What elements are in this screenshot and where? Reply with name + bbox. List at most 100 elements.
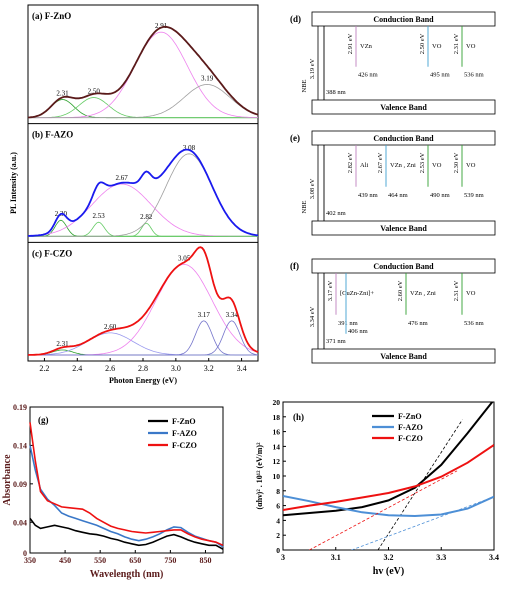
- tauc-legend-label: F-ZnO: [398, 412, 422, 421]
- transition-energy-label: 2.50 eV: [419, 33, 426, 54]
- tauc-y-tick-label: 14: [273, 442, 281, 451]
- transition-energy-label: 2.82 eV: [347, 152, 354, 173]
- nbe-label: NBE: [301, 200, 308, 213]
- tauc-y-tick-label: 6: [276, 502, 280, 511]
- pl-sum-curve: [27, 148, 259, 237]
- valence-band-label: Valence Band: [380, 103, 427, 112]
- absorbance-chart: 0 0.04 0.09 0.14 0.19 350 450 550 650 750 850 (g) F-…: [2, 403, 224, 580]
- tauc-y-tick-label: 18: [273, 413, 281, 422]
- pl-peak-label: 2.53: [93, 212, 106, 220]
- valence-band-label: Valence Band: [380, 352, 427, 361]
- pl-spectra-chart: 2.31 2.50 2.91 3.19 (a) F-ZnO 2.30 2.532.672.8…: [9, 4, 259, 385]
- diagram-label: (f): [290, 261, 299, 271]
- wavelength-label: 495 nm: [430, 72, 450, 79]
- abs-y-tick-label: 0.14: [13, 441, 27, 450]
- defect-label: VZn , Zni: [390, 162, 416, 169]
- tauc-x-tick-label: 3: [281, 553, 285, 562]
- tauc-y-axis-label: (αhν)² . 10¹² (eV/m)²: [255, 442, 264, 510]
- pl-x-tick-label: 2.6: [105, 364, 115, 373]
- wavelength-label: 439 nm: [358, 192, 378, 199]
- wavelength-label: 426 nm: [358, 72, 378, 79]
- defect-label: VO: [466, 290, 476, 297]
- tauc-plot-chart: 0 2 4 6 8 10 12 14 16 18 20 3 3.1 3.2 3.3 3.4 (h) F-ZnO F-…: [255, 398, 499, 577]
- pl-peak-label: 3.08: [183, 144, 196, 152]
- abs-x-axis-label: Wavelength (nm): [90, 569, 164, 580]
- conduction-band-box: [311, 130, 496, 146]
- pl-x-tick-label: 3.0: [171, 364, 181, 373]
- tauc-x-tick-label: 3.1: [331, 553, 341, 562]
- tauc-legend-label: F-AZO: [398, 423, 423, 432]
- transition-energy-label: 2.91 eV: [347, 33, 354, 54]
- abs-series-line: [29, 445, 224, 548]
- valence-band-box: [311, 348, 496, 364]
- pl-peak-label: 2.91: [155, 22, 168, 30]
- abs-x-tick-label: 550: [94, 556, 106, 565]
- pl-peak-curve: [28, 332, 258, 356]
- tauc-y-tick-label: 12: [273, 457, 281, 466]
- wavelength-label: 490 nm: [430, 192, 450, 199]
- pl-peak-curve: [28, 31, 259, 119]
- wavelength-label: 464 nm: [388, 192, 408, 199]
- abs-series-line: [29, 422, 224, 547]
- tauc-y-tick-label: 16: [273, 428, 281, 437]
- pl-panel-label: (c) F-CZO: [32, 248, 72, 258]
- wavelength-label: 536 nm: [464, 72, 484, 79]
- defect-label: VO: [432, 162, 442, 169]
- pl-peak-curve: [27, 99, 258, 119]
- pl-panel-label: (a) F-ZnO: [32, 11, 71, 21]
- pl-x-axis-label: Photon Energy (eV): [109, 376, 177, 385]
- wavelength-label: 406 nm: [348, 328, 368, 335]
- diagram-label: (e): [290, 133, 300, 143]
- pl-peak-curve: [28, 83, 259, 119]
- wavelength-label: 371 nm: [326, 338, 346, 345]
- valence-band-box: [311, 99, 496, 115]
- tauc-y-tick-label: 20: [273, 398, 281, 407]
- transition-energy-label: 2.67 eV: [377, 152, 384, 173]
- conduction-band-label: Conduction Band: [373, 134, 434, 143]
- defect-label: [CuZn-Zni]+: [340, 290, 374, 297]
- pl-x-tick-label: 2.2: [39, 364, 49, 373]
- diagram-label: (d): [290, 14, 301, 24]
- pl-x-tick-label: 2.4: [72, 364, 82, 373]
- pl-peak-curve: [28, 97, 258, 119]
- defect-label: VO: [432, 43, 442, 50]
- conduction-band-label: Conduction Band: [373, 15, 434, 24]
- abs-x-tick-label: 650: [129, 556, 141, 565]
- abs-y-tick-label: 0: [23, 549, 27, 558]
- pl-x-tick-label: 2.8: [138, 364, 148, 373]
- defect-label: VO: [466, 162, 476, 169]
- pl-peak-curve: [28, 320, 259, 356]
- pl-peak-label: 2.50: [88, 88, 101, 96]
- band-diagram-1: (e) Conduction Band Valence Band 3.08 eVNBE…: [290, 130, 496, 236]
- pl-panel-1: 2.30 2.532.672.823.08(b) F-AZO: [27, 130, 259, 237]
- pl-peak-label: 3.05: [178, 254, 191, 262]
- tauc-y-tick-label: 2: [276, 531, 280, 540]
- tauc-y-tick-label: 10: [273, 472, 281, 481]
- transition-energy-label: 3.17 eV: [327, 280, 334, 301]
- band-diagram-2: (f) Conduction Band Valence Band 3.34 eV 371…: [290, 258, 496, 364]
- tauc-y-tick-label: 4: [276, 516, 280, 525]
- band-gap-label: 3.19 eV: [309, 58, 316, 79]
- pl-x-tick-label: 3.4: [237, 364, 247, 373]
- pl-peak-label: 3.34: [226, 311, 239, 319]
- conduction-band-box: [311, 258, 496, 274]
- pl-sum-curve: [27, 25, 259, 119]
- pl-frame: [27, 4, 259, 362]
- wavelength-label: 476 nm: [408, 320, 428, 327]
- tauc-tangent-line: [309, 470, 458, 550]
- transition-energy-label: 2.31 eV: [453, 280, 460, 301]
- pl-x-tick-label: 3.2: [204, 364, 214, 373]
- pl-peak-label: 2.31: [56, 340, 69, 348]
- defect-label: VZn , Zni: [410, 290, 436, 297]
- nbe-label: NBE: [301, 79, 308, 92]
- pl-peak-label: 3.19: [201, 74, 214, 82]
- transition-energy-label: 2.60 eV: [397, 280, 404, 301]
- tauc-x-tick-label: 3.4: [489, 553, 499, 562]
- tauc-y-tick-label: 8: [276, 487, 280, 496]
- wavelength-label: 536 nm: [464, 320, 484, 327]
- wavelength-label: 388 nm: [326, 89, 346, 96]
- abs-panel-label: (g): [38, 415, 49, 425]
- tauc-x-tick-label: 3.2: [384, 553, 394, 562]
- tauc-series-line: [283, 444, 494, 511]
- pl-peak-curve: [28, 219, 258, 237]
